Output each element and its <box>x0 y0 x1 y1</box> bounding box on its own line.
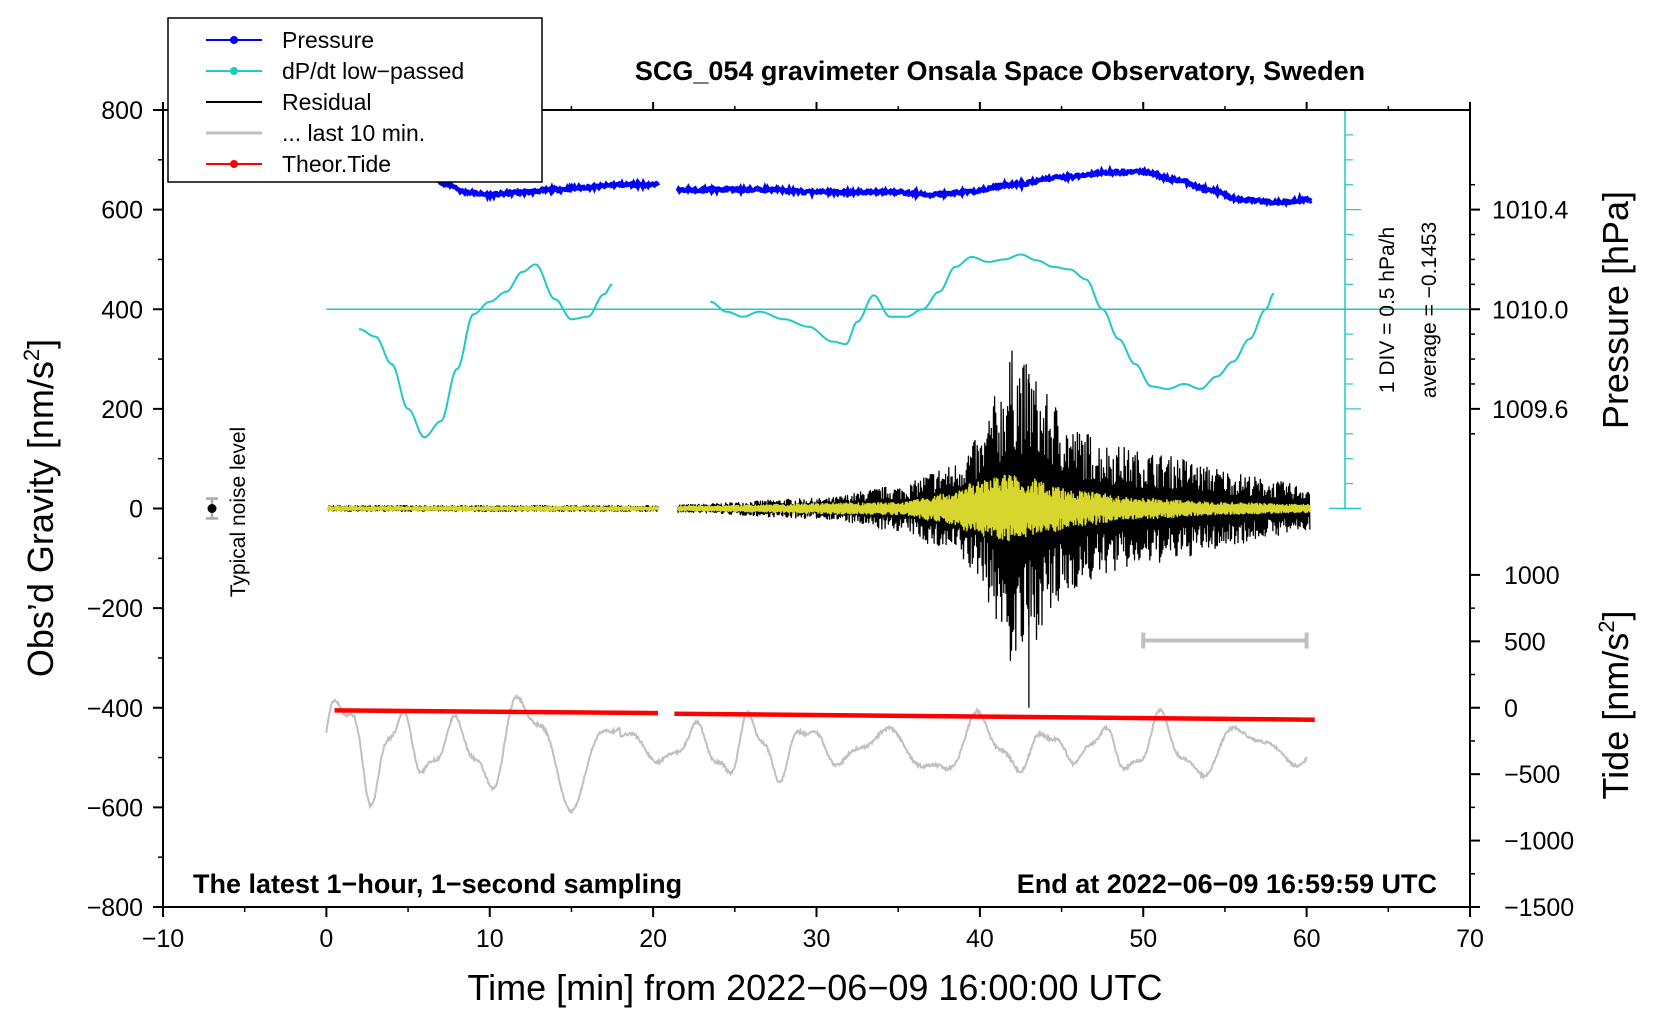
tide-tick-label: −1000 <box>1504 828 1574 856</box>
x-tick-label: 0 <box>319 925 333 953</box>
tide-tick-label: −500 <box>1504 761 1560 789</box>
tide-tick-label: 0 <box>1504 695 1518 723</box>
y-tick-label: 600 <box>101 197 143 225</box>
x-tick-label: 50 <box>1129 925 1157 953</box>
y-axis-title-tide-end: ] <box>1595 611 1636 621</box>
x-tick-label: −10 <box>142 925 184 953</box>
legend-label: dP/dt low−passed <box>282 58 464 84</box>
x-tick-label: 60 <box>1293 925 1321 953</box>
dpdt-series-line <box>358 263 613 439</box>
legend-swatch-marker <box>230 67 238 75</box>
dpdt-scale-label: 1 DIV = 0.5 hPa/h <box>1376 227 1399 393</box>
y-axis-title-left-end: ] <box>20 339 61 349</box>
y-axis-title-tide: Tide [nm/s2] <box>1594 611 1636 800</box>
y-tick-label: 400 <box>101 296 143 324</box>
tide-tick-label: 1000 <box>1504 562 1560 590</box>
axes-layer: −10 0 10 20 30 40 50 60 70 800 600 400 200 0 −200 −400 −… <box>87 97 1575 953</box>
pressure-tick-label: 1010.4 <box>1492 197 1569 225</box>
last-10-min-series-line <box>325 694 1308 814</box>
y-axis-title-tide-main: Tide [nm/s <box>1595 633 1636 800</box>
x-tick-label: 20 <box>639 925 667 953</box>
legend-label: Theor.Tide <box>282 151 391 177</box>
y-axis-title-left-main: Obs’d Gravity [nm/s <box>20 361 61 677</box>
y-axis-title-tide-sup: 2 <box>1594 621 1619 633</box>
noise-level-label: Typical noise level <box>227 427 250 597</box>
x-tick-label: 70 <box>1456 925 1484 953</box>
pressure-tick-label: 1010.0 <box>1492 296 1568 324</box>
y-tick-label: −400 <box>87 695 143 723</box>
legend-label: Residual <box>282 89 372 115</box>
tide-tick-label: 500 <box>1504 628 1546 656</box>
y-tick-label: 0 <box>129 496 143 524</box>
pressure-tick-label: 1009.6 <box>1492 396 1568 424</box>
y-axis-title-left: Obs’d Gravity [nm/s2] <box>19 339 61 677</box>
residual-lowpass-series-line <box>676 474 1311 542</box>
pressure-series-line <box>675 164 1313 209</box>
x-tick-label: 30 <box>803 925 831 953</box>
legend-label: ... last 10 min. <box>282 120 425 146</box>
y-axis-title-left-sup: 2 <box>19 349 44 361</box>
y-tick-label: 800 <box>101 97 143 125</box>
legend-swatch-marker <box>230 36 238 44</box>
y-axis-title-pressure: Pressure [hPa] <box>1595 191 1636 429</box>
y-tick-label: −600 <box>87 794 143 822</box>
left-footer: The latest 1−hour, 1−second sampling <box>193 869 682 899</box>
tide-series-line <box>674 711 1315 722</box>
y-tick-label: 200 <box>101 396 143 424</box>
legend-label: Pressure <box>282 27 374 53</box>
dpdt-series-line <box>710 253 1275 390</box>
x-axis-title: Time [min] from 2022−06−09 16:00:00 UTC <box>467 967 1162 1008</box>
y-tick-label: −200 <box>87 595 143 623</box>
dpdt-average-label: average = −0.1453 <box>1418 222 1441 398</box>
y-tick-label: −800 <box>87 894 143 922</box>
series-layer <box>206 109 1470 814</box>
legend: Pressure dP/dt low−passed Residual ... last… <box>167 17 543 183</box>
x-tick-label: 40 <box>966 925 994 953</box>
legend-swatch-marker <box>230 160 238 168</box>
noise-marker <box>207 504 217 513</box>
legend-box <box>167 17 543 183</box>
tide-series-line <box>334 708 659 716</box>
residual-lowpass-series-line <box>327 505 659 512</box>
x-tick-label: 10 <box>476 925 504 953</box>
chart-title: SCG_054 gravimeter Onsala Space Observat… <box>635 56 1365 86</box>
right-footer: End at 2022−06−09 16:59:59 UTC <box>1017 869 1437 899</box>
tide-tick-label: −1500 <box>1504 894 1574 922</box>
